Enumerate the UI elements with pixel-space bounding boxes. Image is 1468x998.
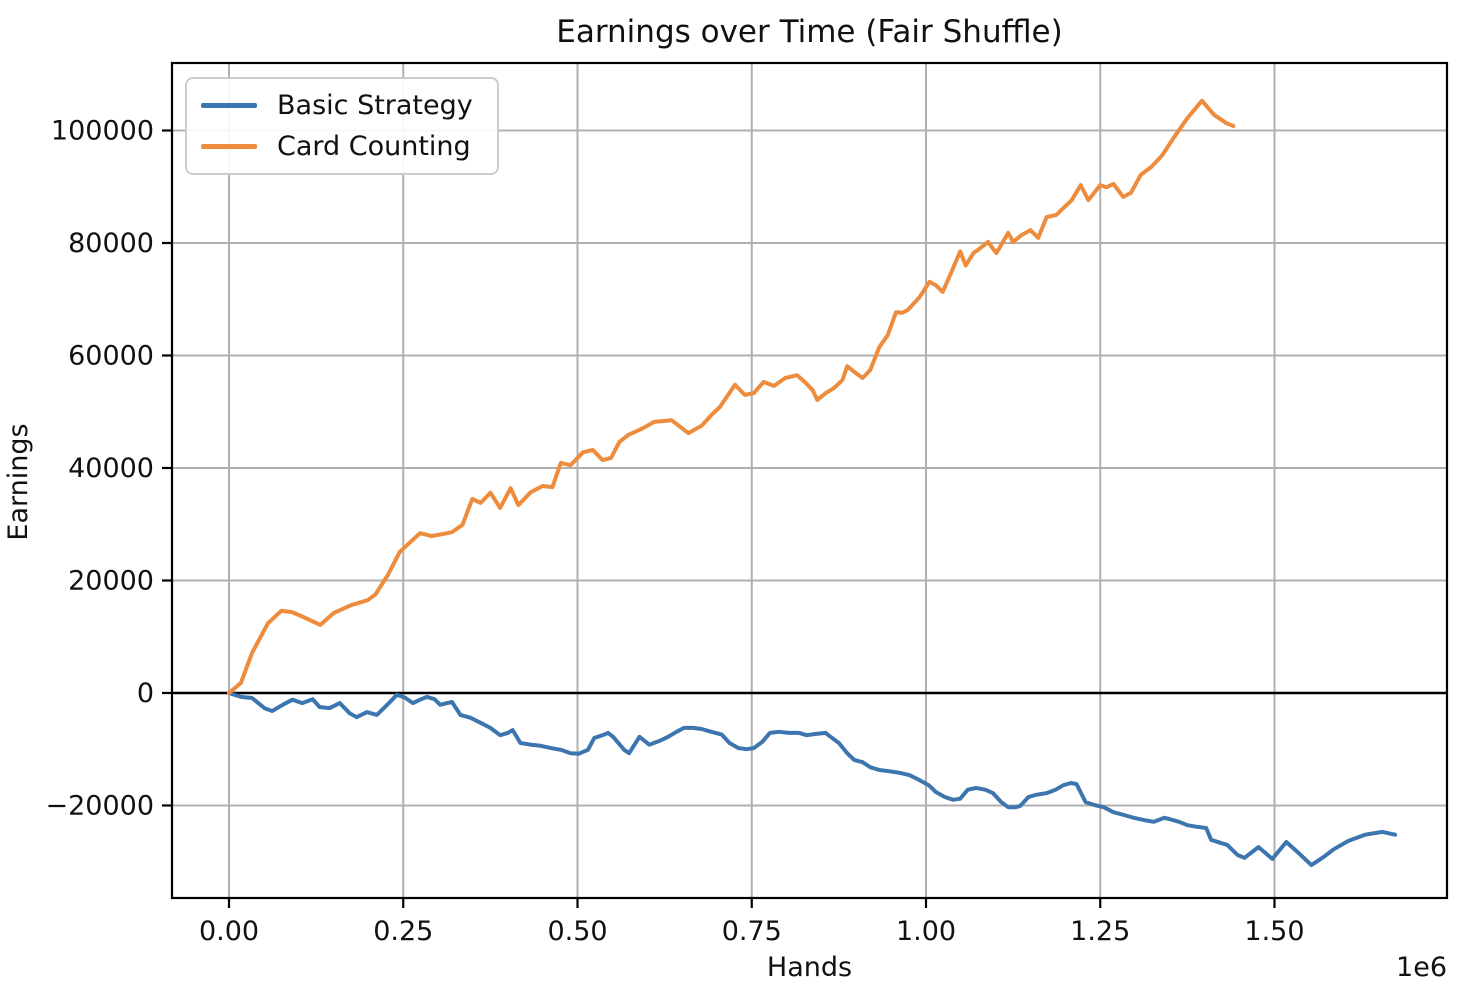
- legend-label-card-counting: Card Counting: [277, 131, 471, 162]
- series-line-card-counting: [227, 98, 1236, 695]
- legend-item-basic-strategy: Basic Strategy: [201, 85, 473, 126]
- x-tick-label: 1.50: [1244, 916, 1304, 947]
- legend: Basic Strategy Card Counting: [185, 77, 499, 175]
- y-tick-label: 40000: [68, 453, 154, 484]
- y-axis-label: Earnings: [3, 423, 34, 541]
- chart-title: Earnings over Time (Fair Shuffle): [556, 14, 1063, 50]
- y-tick-label: 100000: [51, 115, 154, 146]
- y-tick-label: 60000: [68, 340, 154, 371]
- plot-border: [170, 61, 1449, 900]
- x-axis-label: Hands: [766, 952, 853, 983]
- tick-marks: [162, 129, 1276, 908]
- series-line-basic-strategy: [227, 691, 1398, 868]
- legend-line-swatch-card-counting: [201, 144, 257, 149]
- y-tick-label: 80000: [68, 228, 154, 259]
- y-tick-label: −20000: [45, 790, 154, 821]
- x-tick-label: 1.25: [1070, 916, 1130, 947]
- y-tick-label: 20000: [68, 565, 154, 596]
- gridlines: [172, 63, 1447, 898]
- tick-labels: 0.00 0.25 0.50 0.75 1.00 1.25 1.50 −20000 0 20000…: [45, 115, 1304, 947]
- x-tick-label: 0.75: [722, 916, 782, 947]
- y-tick-label: 0: [137, 678, 154, 709]
- legend-item-card-counting: Card Counting: [201, 126, 473, 167]
- x-tick-label: 0.25: [373, 916, 433, 947]
- legend-label-basic-strategy: Basic Strategy: [277, 90, 473, 121]
- x-tick-label: 1.00: [896, 916, 956, 947]
- legend-line-swatch-basic-strategy: [201, 103, 257, 108]
- x-tick-label: 0.50: [547, 916, 607, 947]
- x-tick-label: 0.00: [199, 916, 259, 947]
- x-axis-offset-label: 1e6: [1396, 952, 1447, 983]
